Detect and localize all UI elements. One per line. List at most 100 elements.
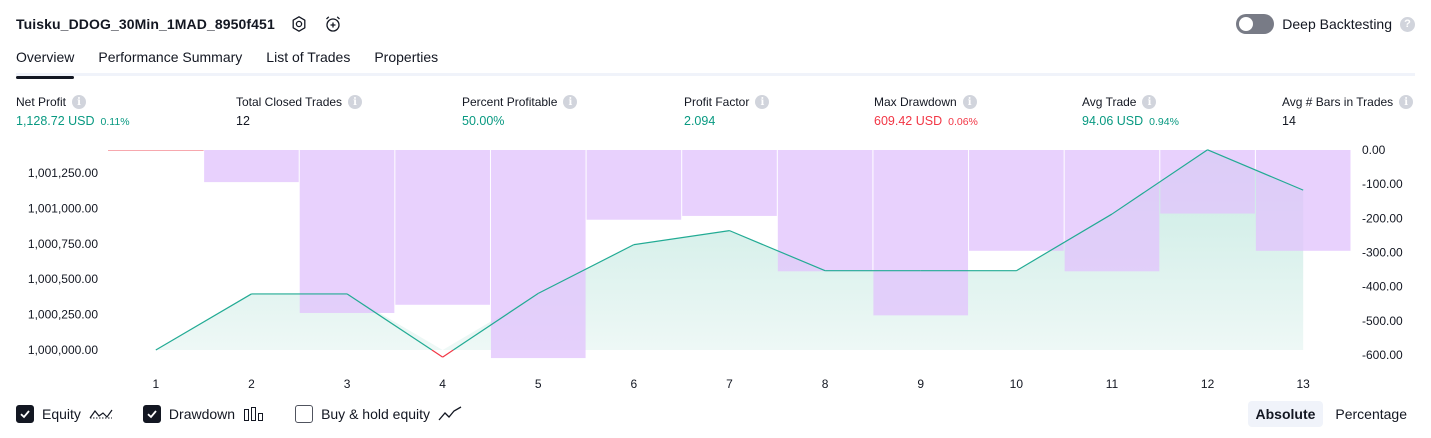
- x-axis-tick-label: 9: [917, 377, 924, 390]
- left-axis-tick-label: 1,000,750.00: [28, 237, 98, 251]
- tab-list-of-trades[interactable]: List of Trades: [266, 49, 351, 65]
- drawdown-bar: [1255, 150, 1351, 251]
- tab-performance-summary[interactable]: Performance Summary: [98, 49, 243, 65]
- absolute-button[interactable]: Absolute: [1247, 401, 1324, 427]
- right-axis-tick-label: -400.00: [1362, 280, 1403, 294]
- drawdown-bar: [204, 150, 299, 183]
- metrics-row: Net Profit i 1,128.72 USD 0.11% Total Clos…: [16, 94, 1415, 134]
- info-icon[interactable]: i: [348, 95, 363, 109]
- equity-line-segment: [442, 349, 454, 358]
- metric-value: 14: [1282, 114, 1296, 128]
- x-axis-tick-label: 12: [1201, 377, 1215, 390]
- equity-line-segment: [537, 244, 635, 294]
- metric-max-drawdown: Max Drawdown i 609.42 USD 0.06%: [874, 94, 978, 130]
- x-axis-tick-label: 10: [1010, 377, 1024, 390]
- x-axis-tick-label: 5: [535, 377, 542, 390]
- percentage-button[interactable]: Percentage: [1335, 406, 1407, 422]
- info-icon[interactable]: i: [563, 95, 578, 109]
- tab-overview[interactable]: Overview: [16, 44, 75, 79]
- drawdown-bar: [586, 150, 682, 220]
- equity-line-segment: [1207, 149, 1304, 191]
- drawdown-bar: [1160, 150, 1255, 214]
- equity-line-segment: [155, 293, 252, 351]
- legend-buy-hold-equity[interactable]: Buy & hold equity: [295, 405, 462, 423]
- equity-line-icon: [89, 406, 113, 422]
- metric-label: Percent Profitable: [462, 95, 558, 109]
- buy-hold-checkbox[interactable]: [295, 405, 314, 423]
- deep-backtesting-control: Deep Backtesting ?: [1236, 12, 1415, 36]
- equity-line-segment: [1111, 149, 1208, 215]
- legend-label: Drawdown: [168, 406, 236, 422]
- metric-percent: 0.94%: [1149, 116, 1179, 128]
- metric-value: 50.00%: [462, 114, 505, 128]
- report-tabs: Overview Performance Summary List of Tra…: [16, 44, 1415, 79]
- buy-hold-line-icon: [438, 406, 462, 422]
- drawdown-bar: [969, 150, 1064, 251]
- metric-label: Max Drawdown: [874, 95, 957, 109]
- alarm-add-icon[interactable]: [323, 14, 343, 34]
- equity-line-segment: [1016, 213, 1113, 272]
- metric-label: Profit Factor: [684, 95, 750, 109]
- info-icon[interactable]: i: [962, 95, 977, 109]
- info-icon[interactable]: i: [755, 95, 770, 109]
- legend-equity[interactable]: Equity: [16, 405, 113, 423]
- value-mode-switch: Absolute Percentage: [1247, 400, 1416, 428]
- legend-label: Buy & hold equity: [321, 406, 431, 422]
- strategy-name: Tuisku_DDOG_30Min_1MAD_8950f451: [16, 16, 275, 32]
- metric-percent: 0.11%: [100, 116, 130, 128]
- x-axis-tick-label: 8: [822, 377, 829, 390]
- metric-net-profit: Net Profit i 1,128.72 USD 0.11%: [16, 94, 130, 130]
- tab-properties[interactable]: Properties: [374, 49, 439, 65]
- metric-percent-profitable: Percent Profitable i 50.00%: [462, 94, 578, 130]
- drawdown-bar: [873, 150, 969, 316]
- info-icon[interactable]: i: [1399, 95, 1414, 109]
- drawdown-bar: [682, 150, 777, 216]
- equity-checkbox[interactable]: [16, 405, 34, 423]
- deep-backtesting-toggle[interactable]: [1236, 14, 1275, 34]
- metric-avg-trade: Avg Trade i 94.06 USD 0.94%: [1082, 94, 1179, 130]
- left-axis-tick-label: 1,001,000.00: [28, 201, 98, 215]
- x-axis-tick-label: 11: [1106, 377, 1119, 390]
- check-icon: [147, 410, 157, 419]
- legend-drawdown[interactable]: Drawdown: [142, 405, 265, 423]
- right-axis-tick-label: 0.00: [1362, 143, 1386, 157]
- toggle-knob: [1239, 17, 1254, 31]
- settings-icon[interactable]: [289, 14, 309, 34]
- drawdown-bar: [299, 150, 395, 313]
- equity-line-segment: [633, 230, 730, 246]
- x-axis-tick-label: 3: [344, 377, 351, 390]
- equity-line-segment: [346, 293, 433, 351]
- drawdown-bar: [490, 150, 586, 359]
- metric-label: Net Profit: [16, 95, 67, 109]
- equity-line-segment: [431, 349, 443, 358]
- x-axis-tick-label: 1: [152, 377, 159, 390]
- metric-value: 12: [236, 114, 250, 128]
- x-axis-tick-label: 6: [631, 377, 638, 390]
- drawdown-checkbox[interactable]: [142, 405, 161, 423]
- equity-drawdown-chart[interactable]: 1,000,000.00 1,000,250.00 1,000,500.00 1,00…: [0, 140, 1431, 390]
- right-axis-tick-label: -500.00: [1362, 314, 1403, 328]
- drawdown-bar: [395, 150, 490, 305]
- equity-area-fill: [155, 149, 1304, 350]
- metric-value: 2.094: [684, 114, 716, 128]
- drawdown-bar: [1064, 150, 1160, 272]
- equity-line-segment: [729, 230, 826, 272]
- x-axis-tick-label: 2: [248, 377, 255, 390]
- metric-value: 94.06 USD: [1082, 114, 1144, 128]
- metric-label: Avg # Bars in Trades: [1282, 95, 1394, 109]
- deep-backtesting-label: Deep Backtesting: [1282, 16, 1392, 32]
- info-icon[interactable]: i: [72, 95, 87, 109]
- check-icon: [20, 410, 30, 419]
- x-axis-tick-label: 4: [439, 377, 446, 390]
- metric-label: Total Closed Trades: [236, 95, 343, 109]
- metric-avg-bars-in-trades: Avg # Bars in Trades i 14: [1282, 94, 1414, 130]
- strategy-header: Tuisku_DDOG_30Min_1MAD_8950f451: [16, 12, 343, 36]
- question-icon[interactable]: ?: [1400, 16, 1415, 32]
- metric-label: Avg Trade: [1082, 95, 1137, 109]
- right-axis-tick-label: -600.00: [1362, 348, 1403, 362]
- right-axis-tick-label: -300.00: [1362, 246, 1403, 260]
- left-axis-tick-label: 1,001,250.00: [28, 166, 98, 180]
- equity-line-segment: [452, 292, 539, 351]
- info-icon[interactable]: i: [1142, 95, 1157, 109]
- chart-canvas: 1,000,000.00 1,000,250.00 1,000,500.00 1,00…: [28, 143, 1403, 390]
